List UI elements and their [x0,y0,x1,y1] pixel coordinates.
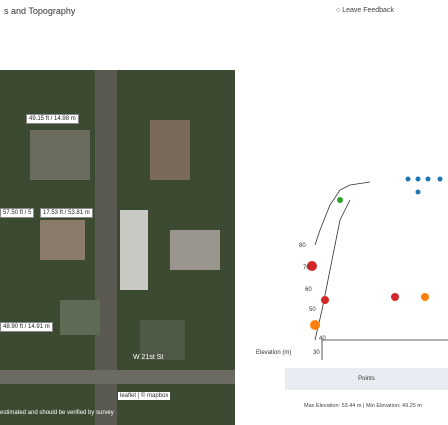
y-tick-label: 60 [305,287,312,293]
y-tick-label: 50 [309,307,316,313]
feedback-link[interactable]: ○ Leave Feedback [336,7,394,14]
attribution[interactable]: leaflet | © mapbox [118,392,171,400]
map-label: 57.50 ft / 5 [0,208,35,218]
map[interactable]: 49.15 ft / 14.98 m 57.50 ft / 5 17.53 ft… [0,70,235,425]
legend-title: Points [285,368,448,390]
elevation-summary: Max Elevation: 53.44 m | Min Elevation: … [304,403,422,409]
map-label: 17.53 ft / 53.81 m [40,208,93,218]
axis-label: Elevation (m) [256,350,292,356]
chart-drawing [307,176,448,360]
y-tick-label: 40 [319,336,326,342]
map-label: 48.90 ft / 14.91 m [0,322,53,332]
y-tick-label: 70 [303,265,310,271]
page-title: s and Topography [4,6,76,16]
map-label: 49.15 ft / 14.98 m [26,114,79,124]
street-label: W 21st St [133,354,164,361]
map-imagery [0,70,235,425]
y-tick-label: 30 [313,350,320,356]
y-tick-label: 80 [299,243,306,249]
feedback-text[interactable]: Leave Feedback [342,7,394,14]
disclaimer: estimated and should be verified by surv… [0,410,114,416]
